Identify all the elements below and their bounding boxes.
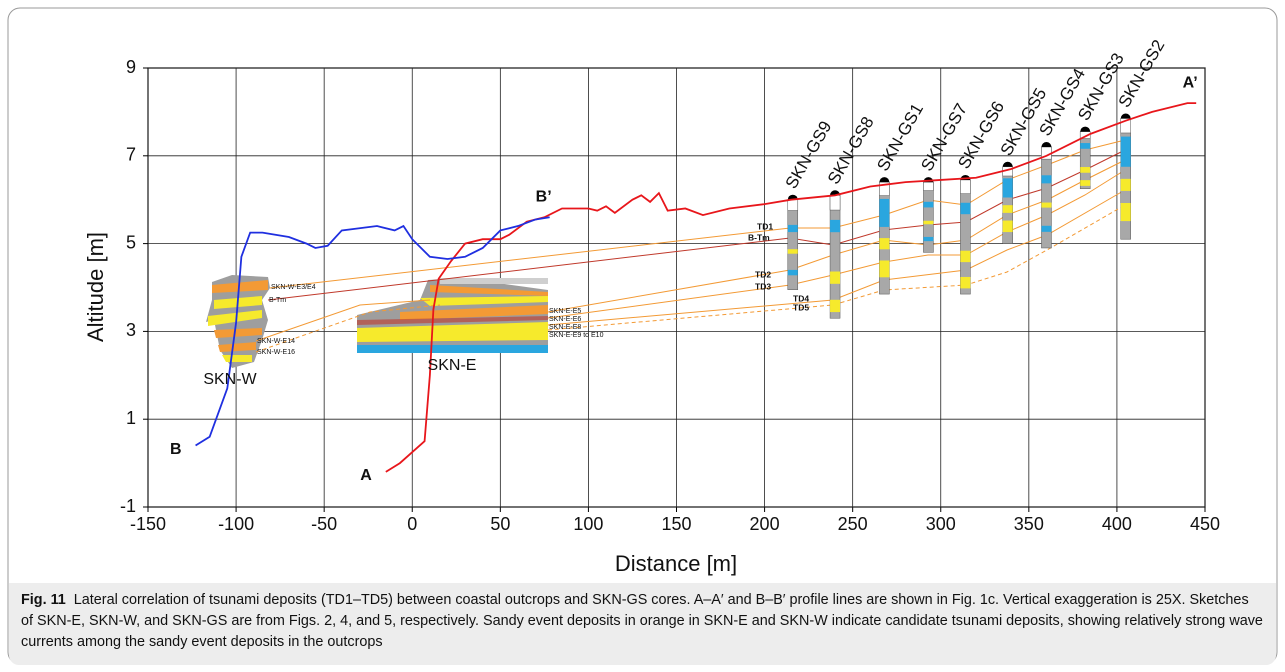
td-label: TD4 — [793, 293, 809, 303]
x-tick-label: -100 — [218, 514, 254, 534]
td-label: TD1 — [757, 221, 773, 231]
core-layer — [830, 299, 841, 313]
td-label: B-Tm — [748, 232, 770, 242]
core — [1041, 146, 1052, 249]
x-tick-label: -150 — [130, 514, 166, 534]
core-layer — [879, 238, 890, 250]
core-cap — [1002, 161, 1013, 167]
core — [787, 199, 799, 290]
y-tick-label: 1 — [126, 408, 136, 428]
core-label: SKN-GS8 — [824, 113, 878, 187]
core-layer — [879, 198, 890, 227]
core-cap — [1120, 113, 1131, 119]
y-tick-label: 5 — [126, 232, 136, 252]
caption-text: Lateral correlation of tsunami deposits … — [21, 592, 1263, 650]
y-tick-label: 3 — [126, 320, 136, 340]
profile-line — [385, 102, 1197, 473]
outcrop-sketch-e — [357, 278, 548, 353]
unit-label: B-Tm — [269, 297, 286, 304]
y-axis-label: Altitude [m] — [83, 232, 108, 342]
x-tick-label: 200 — [750, 514, 780, 534]
x-tick-label: 150 — [661, 514, 691, 534]
core-layer — [830, 219, 841, 233]
profile-end-label: B — [170, 441, 182, 458]
core-top — [829, 195, 841, 211]
profile-end-label: B’ — [536, 188, 552, 205]
td-label: TD3 — [755, 281, 771, 291]
core-layer — [1041, 175, 1052, 184]
core-cap — [879, 177, 890, 183]
core-layer — [1120, 136, 1131, 167]
core-layer — [787, 249, 798, 254]
core-layer — [960, 276, 971, 289]
x-tick-label: 450 — [1190, 514, 1220, 534]
x-tick-label: 250 — [838, 514, 868, 534]
unit-label: SKN-W-E16 — [257, 349, 295, 356]
outcrop-label: SKN-W — [203, 371, 257, 388]
x-tick-label: 0 — [407, 514, 417, 534]
core-label: SKN-GS3 — [1074, 50, 1128, 124]
unit-label: SKN-W-E14 — [257, 338, 295, 345]
outcrop-label: SKN-E — [428, 357, 477, 374]
x-axis-label: Distance [m] — [615, 551, 737, 576]
profile-line — [195, 216, 550, 447]
core-layer — [787, 224, 798, 233]
core-layer — [923, 220, 934, 225]
core-layer — [879, 260, 890, 278]
core-layer — [830, 271, 841, 284]
td-label: TD5 — [793, 302, 809, 312]
x-tick-label: 400 — [1102, 514, 1132, 534]
core-top — [960, 179, 971, 194]
y-tick-label: 7 — [126, 145, 136, 165]
core-layer — [1041, 202, 1052, 208]
core-top — [787, 199, 799, 211]
core-layer — [1080, 180, 1091, 186]
core-layer — [1002, 220, 1013, 233]
core-layer — [1080, 167, 1091, 173]
x-tick-label: 100 — [573, 514, 603, 534]
core-layer — [923, 236, 934, 242]
core-layer — [923, 201, 934, 208]
x-tick-label: -50 — [311, 514, 337, 534]
core-layer — [1002, 205, 1013, 213]
unit-label: SKN-E-E9 to E10 — [549, 332, 604, 339]
core-top — [923, 181, 934, 191]
profile-end-label: A — [360, 467, 372, 484]
unit-label: SKN-E-E6 — [549, 316, 581, 323]
outcrop-sketch-w — [206, 275, 270, 368]
core-layer — [960, 250, 971, 263]
x-tick-label: 50 — [490, 514, 510, 534]
unit-label: SKN-E-E5 — [549, 308, 581, 315]
caption-label: Fig. 11 — [21, 592, 66, 608]
core-cap — [1080, 126, 1091, 132]
td-label: TD2 — [755, 269, 771, 279]
unit-label: SKN-W-E3/E4 — [271, 284, 316, 291]
core-layer — [1120, 202, 1131, 222]
x-tick-label: 300 — [926, 514, 956, 534]
y-tick-label: 9 — [126, 57, 136, 77]
core-label: SKN-GS2 — [1115, 37, 1169, 111]
core-layer — [1120, 178, 1131, 191]
core-layer — [1041, 225, 1052, 232]
unit-label: SKN-E-E8 — [549, 324, 581, 331]
y-tick-label: -1 — [120, 496, 136, 516]
core — [923, 181, 934, 253]
core-cap — [1041, 142, 1052, 148]
core-layer — [960, 202, 971, 215]
profile-end-label: A’ — [1183, 74, 1198, 91]
core-layer — [1080, 143, 1091, 149]
x-tick-label: 350 — [1014, 514, 1044, 534]
caption: Fig. 11 Lateral correlation of tsunami d… — [9, 583, 1276, 665]
core-layer — [787, 269, 798, 276]
core-layer — [1002, 178, 1013, 198]
